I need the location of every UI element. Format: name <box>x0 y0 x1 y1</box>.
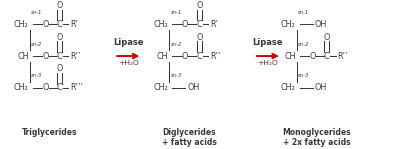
Text: C: C <box>57 20 62 29</box>
Text: O: O <box>309 52 316 60</box>
Text: O: O <box>196 33 202 42</box>
Text: C: C <box>196 52 202 60</box>
Text: C: C <box>57 83 62 92</box>
Text: O: O <box>42 52 48 60</box>
Text: O: O <box>196 1 202 10</box>
Text: CH₂: CH₂ <box>281 83 296 92</box>
Text: sn-2: sn-2 <box>31 42 42 47</box>
Text: O: O <box>182 20 188 29</box>
Text: sn-2: sn-2 <box>170 42 182 47</box>
Text: sn-1: sn-1 <box>31 10 42 15</box>
Text: sn-2: sn-2 <box>298 42 310 47</box>
Text: sn-3: sn-3 <box>31 73 42 78</box>
Text: sn-1: sn-1 <box>170 10 182 15</box>
Text: C: C <box>196 20 202 29</box>
Text: CH: CH <box>17 52 28 60</box>
Text: +H₂O: +H₂O <box>257 60 278 66</box>
Text: sn-1: sn-1 <box>298 10 310 15</box>
Text: R’’: R’’ <box>210 52 220 60</box>
Text: CH₂: CH₂ <box>153 83 168 92</box>
Text: R’’: R’’ <box>70 52 81 60</box>
Text: O: O <box>56 1 63 10</box>
Text: CH₂: CH₂ <box>14 83 28 92</box>
Text: Lipase: Lipase <box>252 38 283 47</box>
Text: Lipase: Lipase <box>113 38 144 47</box>
Text: CH₂: CH₂ <box>153 20 168 29</box>
Text: O: O <box>56 33 63 42</box>
Text: Diglycerides
+ fatty acids: Diglycerides + fatty acids <box>162 128 216 147</box>
Text: C: C <box>324 52 330 60</box>
Text: OH: OH <box>315 20 327 29</box>
Text: O: O <box>324 33 330 42</box>
Text: O: O <box>56 64 63 73</box>
Text: +H₂O: +H₂O <box>118 60 139 66</box>
Text: CH: CH <box>157 52 168 60</box>
Text: CH₂: CH₂ <box>14 20 28 29</box>
Text: OH: OH <box>315 83 327 92</box>
Text: Triglycerides: Triglycerides <box>22 128 77 137</box>
Text: sn-3: sn-3 <box>298 73 310 78</box>
Text: CH₂: CH₂ <box>281 20 296 29</box>
Text: C: C <box>57 52 62 60</box>
Text: OH: OH <box>187 83 200 92</box>
Text: O: O <box>182 52 188 60</box>
Text: R’: R’ <box>70 20 78 29</box>
Text: sn-3: sn-3 <box>170 73 182 78</box>
Text: Monoglycerides
+ 2x fatty acids: Monoglycerides + 2x fatty acids <box>282 128 351 147</box>
Text: R’: R’ <box>210 20 218 29</box>
Text: CH: CH <box>284 52 296 60</box>
Text: R’’: R’’ <box>338 52 348 60</box>
Text: O: O <box>42 20 48 29</box>
Text: O: O <box>42 83 48 92</box>
Text: R’’’: R’’’ <box>70 83 84 92</box>
